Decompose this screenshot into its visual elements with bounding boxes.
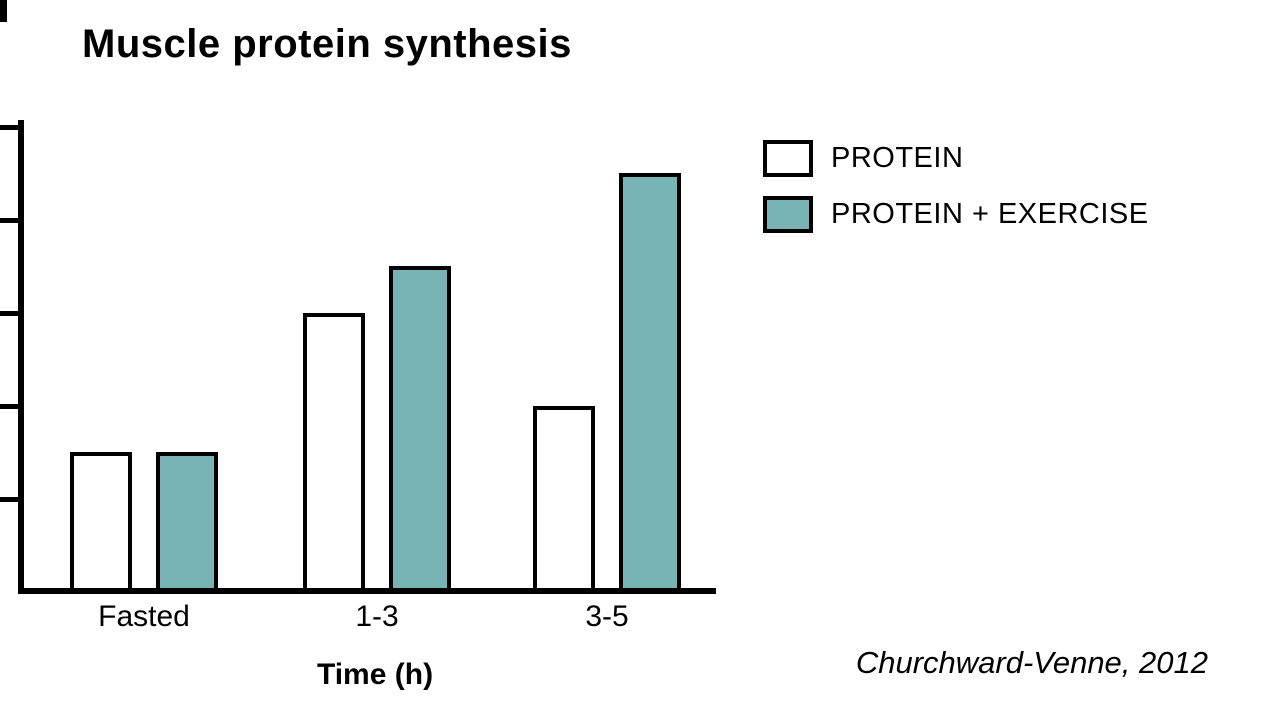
x-tick-label-3-5: 3-5 — [585, 600, 629, 633]
bar-protein-exercise-fasted — [156, 452, 218, 592]
bar-protein-exercise-1-3 — [389, 266, 451, 592]
bar-protein-fasted — [70, 452, 132, 592]
y-tick-4 — [0, 218, 24, 223]
legend: PROTEIN PROTEIN + EXERCISE — [763, 140, 1149, 252]
y-tick-5 — [0, 125, 24, 130]
legend-swatch-protein — [763, 140, 813, 177]
bar-protein-3-5 — [533, 406, 595, 592]
y-tick-3 — [0, 311, 24, 316]
legend-swatch-protein-exercise — [763, 196, 813, 233]
y-tick-1 — [0, 497, 24, 502]
citation: Churchward-Venne, 2012 — [855, 645, 1208, 680]
legend-item-protein: PROTEIN — [763, 140, 1149, 177]
bar-protein-1-3 — [303, 313, 365, 592]
y-axis-line — [18, 120, 24, 594]
edge-artifact — [0, 0, 7, 22]
legend-label-protein-exercise: PROTEIN + EXERCISE — [831, 198, 1149, 230]
x-tick-label-1-3: 1-3 — [355, 600, 399, 633]
x-axis-line — [18, 588, 716, 594]
chart-title: Muscle protein synthesis — [82, 22, 572, 66]
bar-protein-exercise-3-5 — [619, 173, 681, 592]
legend-item-protein-exercise: PROTEIN + EXERCISE — [763, 196, 1149, 233]
x-tick-label-fasted: Fasted — [98, 600, 190, 633]
x-axis-title: Time (h) — [316, 658, 434, 691]
legend-label-protein: PROTEIN — [831, 142, 964, 174]
y-tick-2 — [0, 404, 24, 409]
